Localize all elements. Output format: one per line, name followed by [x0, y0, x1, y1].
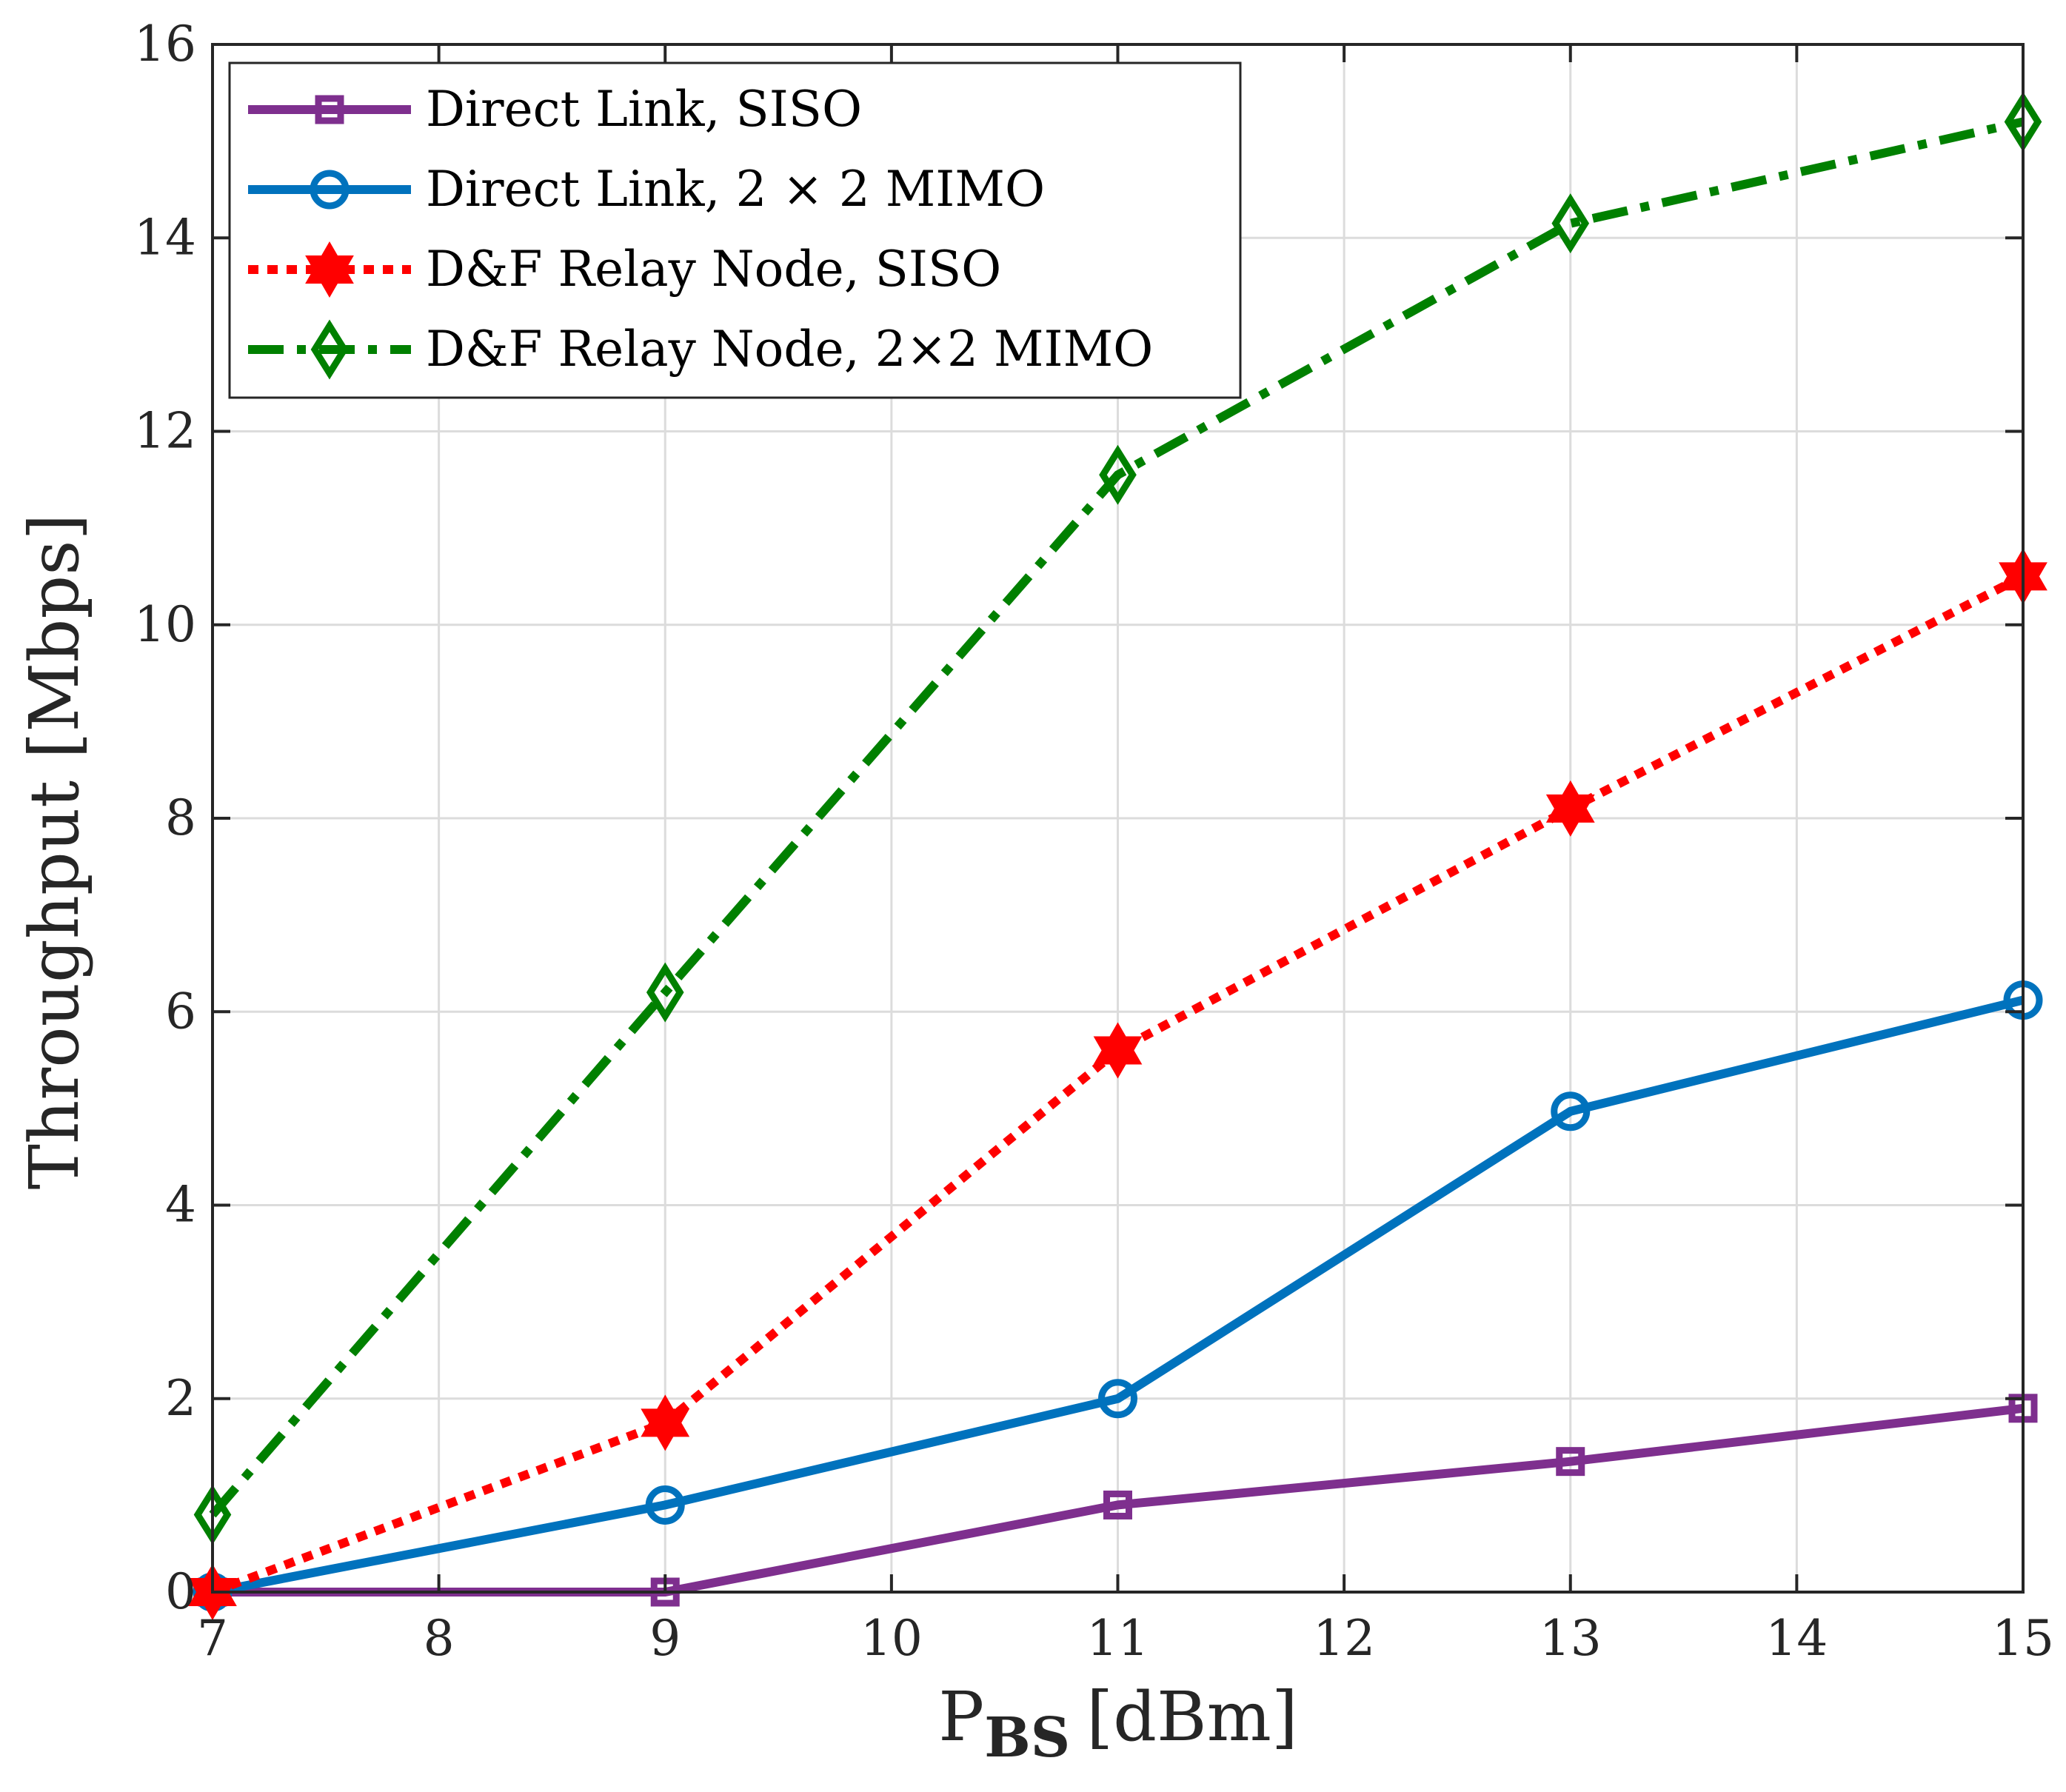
y-tick-label: 8 [165, 789, 196, 846]
series-1-point [1098, 1379, 1137, 1419]
series-1-line [211, 995, 2025, 1597]
legend-entry-3: D&F Relay Node, 2×2 MIMO [248, 319, 1153, 380]
y-tick-label: 2 [165, 1370, 196, 1427]
x-tick-label: 11 [1087, 1610, 1149, 1667]
legend-marker [310, 319, 349, 380]
series-3-line [209, 117, 2025, 1518]
series-2-point-triangle-down [1545, 794, 1595, 837]
series-1-point [645, 1485, 685, 1525]
series-0-point [1556, 1447, 1585, 1477]
axis-ticks [211, 43, 2025, 1594]
series-2-line [210, 572, 2025, 1597]
legend-marker [305, 241, 354, 298]
x-axis-label-main: P [938, 1677, 984, 1756]
y-tick-labels: 0 2 4 6 8 10 12 14 16 [134, 16, 196, 1620]
series-3-point [646, 962, 684, 1023]
x-axis-label-unit: [dBm] [1086, 1677, 1298, 1756]
legend-label: Direct Link, 2 × 2 MIMO [426, 161, 1045, 218]
legend-entry-2: D&F Relay Node, SISO [248, 241, 1001, 298]
y-tick-label: 14 [134, 209, 196, 266]
legend-marker-triangle-down [305, 255, 354, 298]
y-tick-label: 6 [165, 983, 196, 1040]
x-axis-label: PBS [dBm] [938, 1677, 1297, 1770]
series-1-point [1551, 1091, 1591, 1131]
legend-entry-1: Direct Link, 2 × 2 MIMO [248, 161, 1045, 218]
series-2 [188, 548, 2047, 1621]
x-axis-label-subscript: BS [984, 1706, 1070, 1770]
legend: Direct Link, SISO Direct Link, 2 × 2 MIMO… [228, 61, 1242, 399]
x-tick-label: 13 [1540, 1610, 1602, 1667]
x-tick-labels: 7 8 9 10 11 12 13 14 15 [197, 1610, 2054, 1667]
x-tick-label: 14 [1765, 1610, 1828, 1667]
y-tick-label: 10 [134, 596, 196, 653]
legend-marker [315, 95, 344, 124]
series-3-point [1551, 193, 1590, 254]
legend-label: D&F Relay Node, SISO [426, 241, 1001, 298]
x-tick-label: 12 [1313, 1610, 1375, 1667]
x-tick-label: 9 [649, 1610, 681, 1667]
legend-box [228, 61, 1242, 399]
series-2-point [1545, 780, 1595, 837]
series-2-point-triangle-down [1093, 1036, 1143, 1079]
legend-entry-0: Direct Link, SISO [248, 81, 862, 138]
x-tick-label: 10 [860, 1610, 923, 1667]
legend-marker [310, 170, 350, 210]
legend-label: Direct Link, SISO [426, 81, 862, 138]
x-tick-label: 15 [1992, 1610, 2054, 1667]
y-tick-label: 16 [134, 16, 196, 73]
series-2-point [641, 1394, 690, 1451]
series-3 [193, 92, 2042, 1545]
y-axis-label: Throughput [Mbps] [15, 514, 94, 1190]
x-tick-label: 8 [424, 1610, 455, 1667]
y-tick-label: 4 [165, 1177, 196, 1234]
series-2-point-triangle-down [641, 1408, 690, 1451]
series-1 [193, 980, 2043, 1612]
y-tick-label: 12 [134, 403, 196, 460]
series-0-point [1103, 1490, 1132, 1519]
series-2-point [1093, 1022, 1143, 1079]
legend-label: D&F Relay Node, 2×2 MIMO [426, 321, 1153, 378]
x-tick-label: 7 [197, 1610, 228, 1667]
series-3-point [1099, 444, 1137, 505]
y-tick-label: 0 [165, 1563, 196, 1620]
